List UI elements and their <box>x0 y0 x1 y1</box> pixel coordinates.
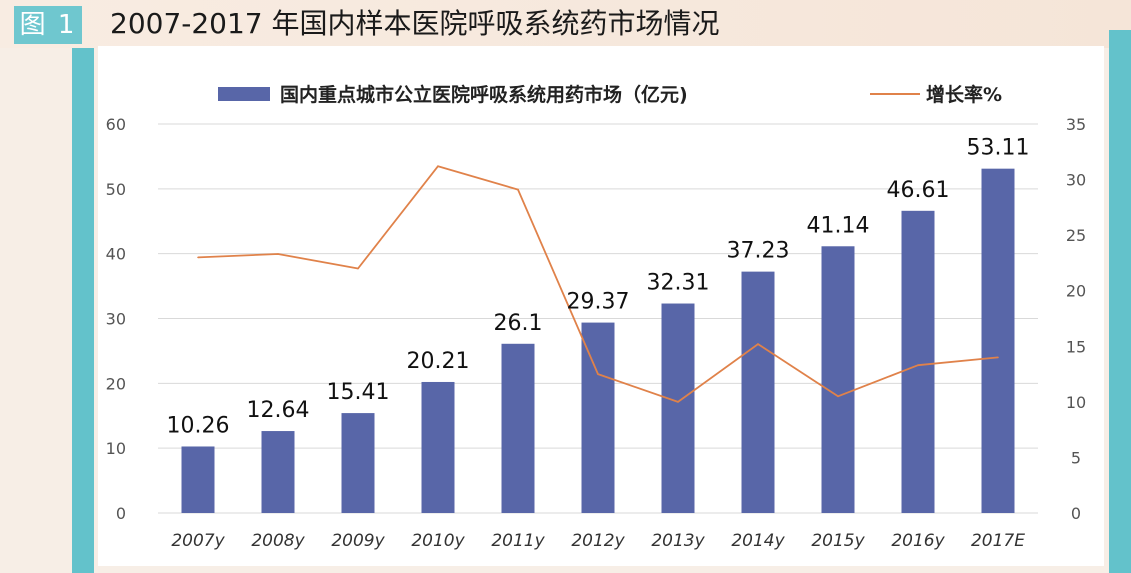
growth-point-2013y <box>677 401 679 403</box>
data-labels: 10.26 12.64 15.41 20.21 26.1 29.37 32.31 37.23 4… <box>167 136 1030 439</box>
x-tick-label: 2009y <box>331 531 385 551</box>
legend-label-bar: 国内重点城市公立医院呼吸系统用药市场（亿元) <box>280 83 688 106</box>
x-tick-label: 2011y <box>491 531 545 551</box>
left-tick-label: 10 <box>106 439 126 458</box>
legend-swatch-bar <box>218 87 270 101</box>
bar-2010y <box>421 381 455 513</box>
data-label-2017E: 53.11 <box>967 136 1030 161</box>
page-title: 2007-2017 年国内样本医院呼吸系统药市场情况 <box>110 7 720 40</box>
growth-point-2012y <box>597 373 599 375</box>
x-tick-label: 2010y <box>411 531 465 551</box>
x-tick-label: 2016y <box>891 531 945 551</box>
right-tick-label: 20 <box>1066 282 1086 301</box>
bar-2011y <box>501 343 535 513</box>
data-label-2011y: 26.1 <box>494 311 543 336</box>
legend-label-line: 增长率% <box>926 83 1002 106</box>
left-tick-label: 0 <box>116 504 126 523</box>
bar-2016y <box>901 210 935 513</box>
legend: 国内重点城市公立医院呼吸系统用药市场（亿元) 增长率% <box>218 83 1002 106</box>
left-accent-bar <box>72 48 94 573</box>
right-tick-label: 25 <box>1066 226 1086 245</box>
x-tick-label: 2012y <box>571 531 625 551</box>
data-label-2010y: 20.21 <box>407 349 470 374</box>
data-label-2014y: 37.23 <box>727 239 790 264</box>
chart: 10.26 12.64 15.41 20.21 26.1 29.37 32.31 37.23 4… <box>106 83 1087 551</box>
right-tick-label: 35 <box>1066 115 1086 134</box>
x-tick-label: 2014y <box>731 531 785 551</box>
chart-panel: 10.26 12.64 15.41 20.21 26.1 29.37 32.31 37.23 4… <box>98 46 1104 566</box>
bar-2014y <box>741 271 775 513</box>
left-tick-label: 30 <box>106 310 126 329</box>
right-tick-label: 10 <box>1066 393 1086 412</box>
growth-point-2016y <box>917 364 919 366</box>
x-tick-label: 2017E <box>971 531 1025 551</box>
left-tick-label: 20 <box>106 374 126 393</box>
right-tick-label: 5 <box>1071 448 1081 467</box>
x-tick-label: 2007y <box>171 531 225 551</box>
right-axis: 0 5 10 15 20 25 30 35 <box>1066 115 1086 523</box>
left-tick-label: 40 <box>106 245 126 264</box>
left-tick-label: 60 <box>106 115 126 134</box>
growth-point-2015y <box>837 395 839 398</box>
x-tick-label: 2008y <box>251 531 305 551</box>
bar-2012y <box>581 322 615 513</box>
x-tick-label: 2015y <box>811 531 865 551</box>
data-label-2007y: 10.26 <box>167 413 230 438</box>
data-label-2015y: 41.14 <box>807 213 870 238</box>
data-label-2008y: 12.64 <box>247 398 310 423</box>
data-label-2009y: 15.41 <box>327 380 390 405</box>
right-accent-bar <box>1109 30 1131 573</box>
right-tick-label: 15 <box>1066 337 1086 356</box>
bars <box>181 168 1015 513</box>
growth-point-2017E <box>997 356 999 359</box>
x-axis: 2007y 2008y 2009y 2010y 2011y 2012y 2013y 2014y… <box>171 531 1025 551</box>
growth-line <box>197 165 999 403</box>
bar-2009y <box>341 413 375 513</box>
left-tick-label: 50 <box>106 180 126 199</box>
bar-2008y <box>261 431 295 513</box>
growth-point-2010y <box>437 165 439 168</box>
bar-2017E <box>981 168 1015 513</box>
header-band: 图 1 2007-2017 年国内样本医院呼吸系统药市场情况 <box>0 0 1131 48</box>
bar-2007y <box>181 446 215 513</box>
left-axis: 0 10 20 30 40 50 60 <box>106 115 126 523</box>
growth-point-2008y <box>277 253 279 255</box>
growth-point-2011y <box>517 188 519 191</box>
growth-point-2009y <box>357 267 359 270</box>
growth-point-2007y <box>197 256 199 259</box>
right-tick-label: 30 <box>1066 171 1086 190</box>
data-label-2016y: 46.61 <box>887 178 950 203</box>
bar-2013y <box>661 303 695 513</box>
bar-2015y <box>821 246 855 513</box>
data-label-2013y: 32.31 <box>647 271 710 296</box>
figure-tag: 图 1 <box>14 6 82 44</box>
data-label-2012y: 29.37 <box>567 290 630 315</box>
growth-point-2014y <box>757 343 759 345</box>
x-tick-label: 2013y <box>651 531 705 551</box>
right-tick-label: 0 <box>1071 504 1081 523</box>
